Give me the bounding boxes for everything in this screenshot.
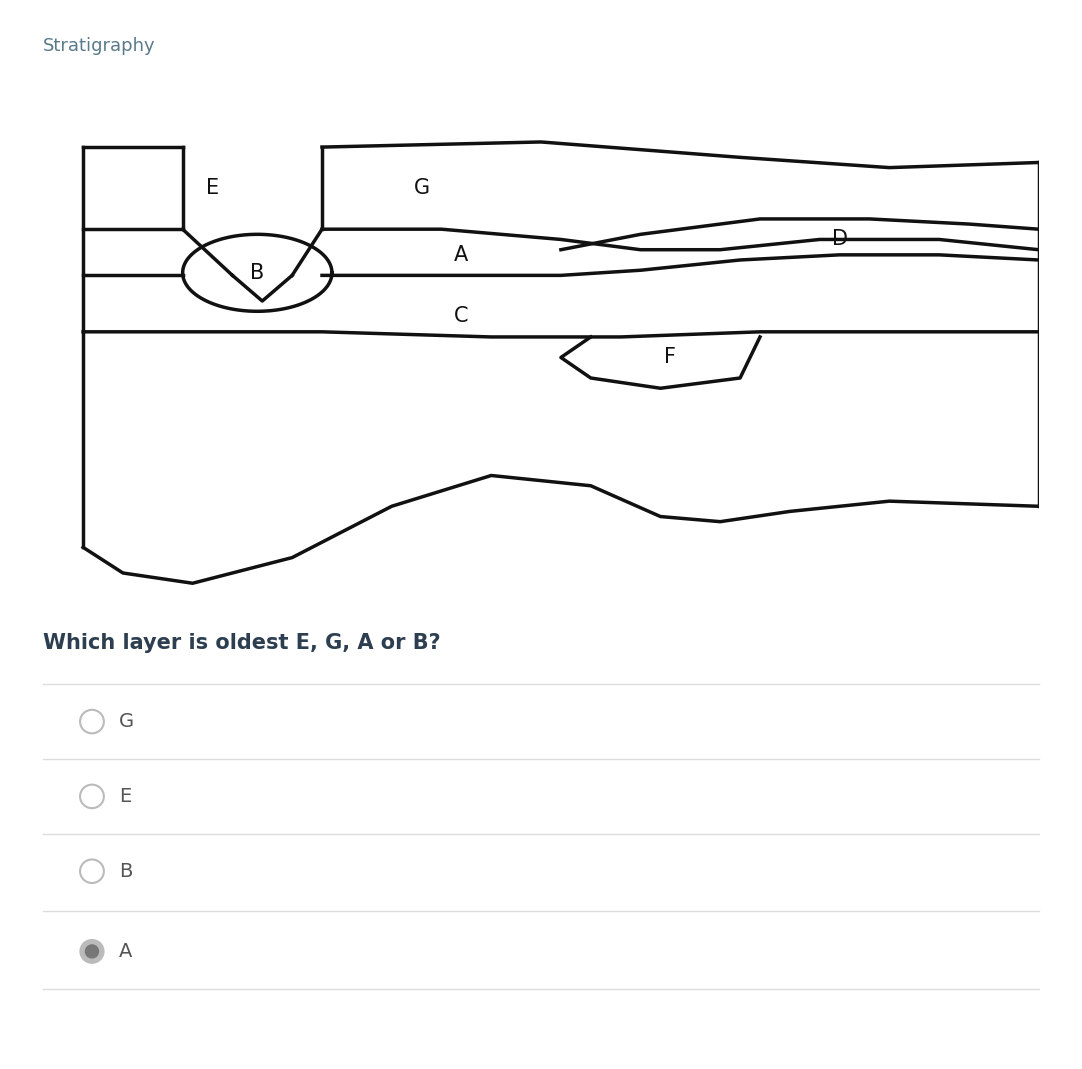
Text: G: G [413, 179, 430, 198]
Text: A: A [119, 942, 132, 961]
Text: F: F [664, 347, 676, 368]
Text: G: G [119, 712, 134, 731]
Text: C: C [454, 307, 469, 326]
Text: D: D [832, 230, 847, 249]
Text: Stratigraphy: Stratigraphy [43, 37, 156, 56]
Text: B: B [250, 263, 264, 283]
Text: E: E [206, 179, 219, 198]
Text: A: A [454, 245, 469, 265]
Text: B: B [119, 862, 132, 881]
Text: Which layer is oldest E, G, A or B?: Which layer is oldest E, G, A or B? [43, 633, 440, 653]
Text: E: E [119, 787, 131, 806]
